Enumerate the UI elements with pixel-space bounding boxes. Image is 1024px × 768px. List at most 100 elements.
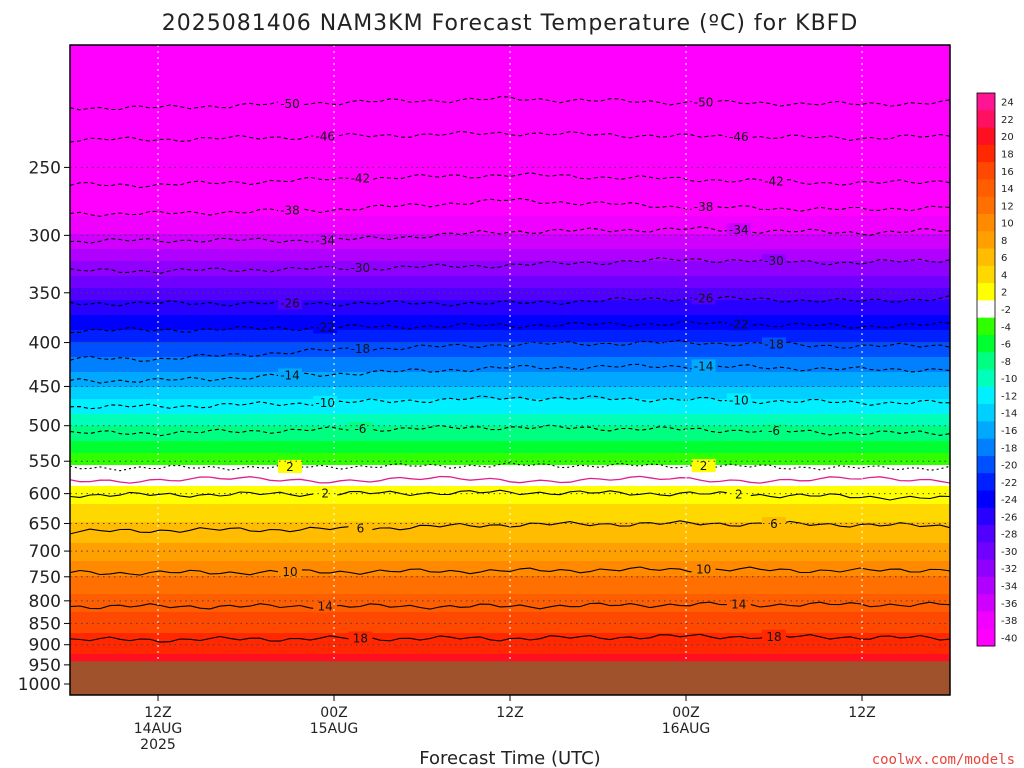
field-band xyxy=(70,264,950,268)
field-band xyxy=(70,240,950,244)
colorbar-swatch xyxy=(977,559,995,578)
colorbar-swatch xyxy=(977,213,995,232)
contour-label: -30 xyxy=(764,254,784,268)
field-band xyxy=(70,564,950,568)
y-tick-label: 450 xyxy=(29,377,61,397)
y-tick-label: 400 xyxy=(29,334,61,354)
field-band xyxy=(70,366,950,370)
field-band xyxy=(70,372,950,376)
y-tick-label: 850 xyxy=(29,614,61,634)
contour-label-bg xyxy=(348,342,373,356)
contour-line xyxy=(70,256,950,274)
x-tick-label: 2025 xyxy=(140,737,176,753)
contour-label: -26 xyxy=(280,296,300,310)
field-band xyxy=(70,228,950,232)
contour-label: -34 xyxy=(315,233,335,247)
field-band xyxy=(70,132,950,136)
field-band xyxy=(70,294,950,298)
contour-label: 14 xyxy=(318,599,333,613)
contour-label: -10 xyxy=(315,396,335,410)
colorbar-label: -30 xyxy=(1001,547,1017,558)
field-band xyxy=(70,186,950,190)
field-band xyxy=(70,420,950,424)
field-band xyxy=(70,528,950,532)
colorbar-label: -16 xyxy=(1001,426,1017,437)
colorbar-swatch xyxy=(977,386,995,405)
field-band xyxy=(70,354,950,358)
contour-label: -38 xyxy=(694,200,714,214)
field-band xyxy=(70,318,950,322)
colorbar-label: 4 xyxy=(1001,270,1007,281)
field-band xyxy=(70,252,950,256)
y-tick-label: 950 xyxy=(29,656,61,676)
contour-label-bg xyxy=(313,486,338,500)
colorbar-label: -36 xyxy=(1001,599,1017,610)
field-band xyxy=(70,654,950,658)
y-axis: 2503003504004505005506006507007508008509… xyxy=(18,158,70,695)
contour-label: -14 xyxy=(280,369,300,383)
field-band xyxy=(70,312,950,316)
x-tick-label: 14AUG xyxy=(134,721,183,737)
contour-label: 18 xyxy=(353,631,368,645)
contour-label-bg xyxy=(691,459,716,473)
field-band xyxy=(70,168,950,172)
field-band xyxy=(70,324,950,328)
colorbar-swatch xyxy=(977,525,995,543)
contour-label: -26 xyxy=(694,291,714,305)
colorbar-label: -10 xyxy=(1001,374,1017,385)
x-axis-label: Forecast Time (UTC) xyxy=(419,748,600,768)
contour-line xyxy=(70,96,950,111)
credit-link[interactable]: coolwx.com/models xyxy=(872,752,1015,768)
colorbar-swatch xyxy=(977,438,995,457)
colorbar-label: 10 xyxy=(1001,219,1014,230)
field-band xyxy=(70,108,950,112)
field-band xyxy=(70,216,950,220)
field-band xyxy=(70,636,950,640)
contour-label: 2 xyxy=(321,487,329,501)
contour-line xyxy=(70,395,950,410)
y-tick-label: 300 xyxy=(29,226,61,246)
field-band xyxy=(70,540,950,544)
colorbar-label: 20 xyxy=(1001,132,1014,143)
field-band xyxy=(70,378,950,382)
contour-label-bg xyxy=(313,395,338,409)
grid-lines xyxy=(70,45,950,695)
field-band xyxy=(70,120,950,124)
contour-label-bg xyxy=(348,261,373,275)
contour-label-bg xyxy=(762,254,786,268)
contour-line xyxy=(70,130,950,143)
field-band xyxy=(70,516,950,520)
colorbar-label: -4 xyxy=(1001,322,1011,333)
y-tick-label: 700 xyxy=(29,542,61,562)
contour-label: -42 xyxy=(764,174,784,188)
contour-label-bg xyxy=(348,171,373,185)
y-tick-label: 250 xyxy=(29,158,61,178)
field-band xyxy=(70,426,950,430)
contour-line xyxy=(70,295,950,307)
contour-label-bg xyxy=(278,565,302,579)
colorbar-label: -38 xyxy=(1001,616,1017,627)
contour-label: -46 xyxy=(315,130,335,144)
y-tick-label: 600 xyxy=(29,485,61,505)
colorbar-swatch xyxy=(977,507,995,526)
field-band xyxy=(70,450,950,454)
field-band xyxy=(70,600,950,604)
colorbar-swatch xyxy=(977,334,995,353)
contour-label: 10 xyxy=(282,565,297,579)
y-tick-label: 800 xyxy=(29,592,61,612)
colorbar-swatch xyxy=(977,317,995,336)
contour-line xyxy=(70,320,950,334)
contour-label: -50 xyxy=(280,97,300,111)
x-tick-label: 00Z xyxy=(320,705,347,721)
colorbar-label: 8 xyxy=(1001,236,1007,247)
contour-line xyxy=(70,172,950,189)
y-tick-label: 750 xyxy=(29,568,61,588)
contour-label-bg xyxy=(278,203,302,217)
colorbar-swatch xyxy=(977,404,995,422)
colorbar-label: -14 xyxy=(1001,409,1017,420)
colorbar-swatch xyxy=(977,179,995,198)
contour-label: -50 xyxy=(694,96,714,110)
contour-label-bg xyxy=(313,599,338,613)
contour-line xyxy=(70,601,950,610)
